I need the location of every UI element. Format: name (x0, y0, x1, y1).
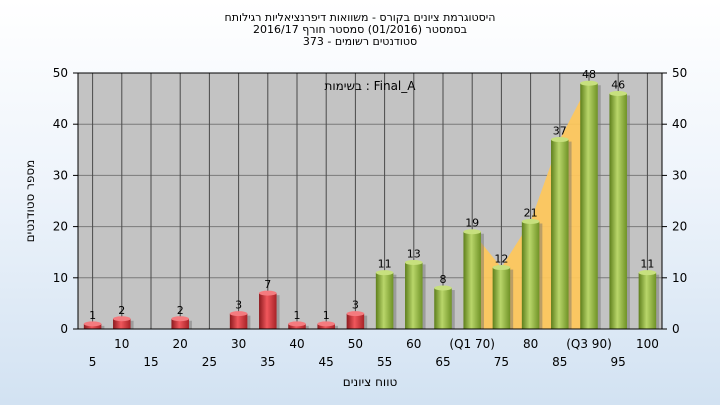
plot-frame (77, 72, 663, 330)
value-label: 7 (264, 278, 271, 291)
x-tick-label: 65 (435, 355, 450, 369)
bar (346, 313, 365, 329)
x-tick-label: (Q3 90) (566, 337, 612, 351)
value-label: 13 (407, 247, 421, 260)
bar-cap (113, 316, 131, 322)
value-label: 1 (89, 309, 96, 322)
bar (113, 318, 131, 329)
x-tick-label: 85 (552, 355, 567, 369)
y-tick-label-right: 30 (672, 168, 687, 182)
bar-cap (492, 265, 511, 271)
bar-cap (638, 270, 657, 276)
bar-cap (434, 285, 452, 291)
y-tick-label-right: 0 (672, 322, 680, 336)
bar (521, 221, 540, 329)
x-tick-label: 80 (523, 337, 538, 351)
value-label: 3 (235, 299, 242, 312)
chart-annotation: בשימות : Final_A (325, 79, 417, 93)
bar-cap (375, 270, 394, 276)
value-label: 2 (118, 304, 125, 317)
bar (317, 323, 335, 329)
x-tick-label: 5 (89, 355, 97, 369)
x-tick-label: 40 (289, 337, 304, 351)
x-tick-label: 35 (260, 355, 275, 369)
x-tick-label: 20 (173, 337, 188, 351)
chart-title-line-1: היסטוגרמת ציונים בקורס - משוואות דיפרנצי… (224, 11, 496, 24)
x-tick-label: 60 (406, 337, 421, 351)
y-axis-label: מספר סטודנטים (23, 160, 37, 243)
x-tick-label: 100 (636, 337, 659, 351)
value-label: 48 (582, 68, 596, 81)
bar (551, 139, 569, 329)
bar-cap (609, 90, 627, 96)
value-label: 11 (378, 258, 392, 271)
x-axis-label: טווח ציונים (343, 375, 398, 389)
bar (492, 267, 511, 329)
bars-group (83, 80, 660, 330)
bar-cap (229, 311, 248, 317)
bar (580, 83, 598, 330)
x-tick-label: 50 (348, 337, 363, 351)
bar-cap (463, 229, 481, 235)
bar (434, 288, 452, 329)
bar-cap (288, 321, 306, 327)
x-tick-label: 25 (202, 355, 217, 369)
bar (638, 272, 657, 329)
bar-cap (551, 137, 569, 143)
x-tick-label: 55 (377, 355, 392, 369)
value-label: 37 (553, 125, 567, 138)
y-tick-label-left: 50 (53, 66, 68, 80)
bar (229, 313, 248, 329)
y-tick-label-right: 20 (672, 220, 687, 234)
bar (259, 293, 277, 329)
bar-cap (171, 316, 189, 322)
x-tick-label: 30 (231, 337, 246, 351)
y-tick-label-left: 30 (53, 168, 68, 182)
bar-cap (83, 321, 102, 327)
x-tick-label: 15 (143, 355, 158, 369)
value-label: 8 (440, 273, 447, 286)
value-label: 3 (352, 299, 359, 312)
bar (171, 318, 189, 329)
chart-title-line-2: בסמסטר (01/2016) סמסטר חורף 2016/17 (253, 23, 467, 36)
value-label: 1 (323, 309, 330, 322)
value-label: 19 (465, 217, 479, 230)
y-tick-label-right: 50 (672, 66, 687, 80)
y-tick-label-right: 40 (672, 117, 687, 131)
y-tick-label-left: 40 (53, 117, 68, 131)
bar (463, 231, 481, 329)
bar-cap (405, 259, 423, 265)
x-tick-label: 45 (319, 355, 334, 369)
value-label: 11 (640, 258, 654, 271)
bar-cap (259, 290, 277, 296)
chart-title-line-3: סטודנטים רשומים - 373 (302, 35, 418, 48)
x-tick-label: 95 (611, 355, 626, 369)
x-tick-label: 10 (114, 337, 129, 351)
y-tick-label-left: 20 (53, 220, 68, 234)
bar (288, 323, 306, 329)
value-label: 12 (494, 253, 508, 266)
x-tick-label: (Q1 70) (449, 337, 495, 351)
y-tick-label-right: 10 (672, 271, 687, 285)
bar (83, 323, 102, 329)
bar-cap (580, 80, 598, 86)
value-label: 2 (177, 304, 184, 317)
bar-cap (521, 218, 540, 224)
y-tick-label-left: 10 (53, 271, 68, 285)
axes-group: 0 0 10 10 20 20 30 30 40 40 50 50 5 10 15 20 25 30 35 40 45 5… (53, 66, 688, 369)
value-label: 1 (294, 309, 301, 322)
bar-cap (317, 321, 335, 327)
bar (375, 272, 394, 329)
value-label: 46 (611, 78, 625, 91)
bar (609, 93, 627, 329)
bar (405, 262, 423, 329)
bar-cap (346, 311, 365, 317)
x-tick-label: 75 (494, 355, 509, 369)
value-label: 21 (524, 206, 538, 219)
y-tick-label-left: 0 (60, 322, 68, 336)
